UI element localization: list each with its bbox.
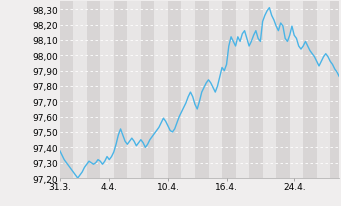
Bar bbox=[60, 2, 73, 178]
Bar bbox=[195, 2, 208, 178]
Bar bbox=[168, 2, 181, 178]
Bar bbox=[87, 2, 100, 178]
Bar bbox=[222, 2, 236, 178]
Bar bbox=[303, 2, 317, 178]
Bar bbox=[276, 2, 290, 178]
Bar bbox=[114, 2, 127, 178]
Bar bbox=[330, 2, 341, 178]
Bar bbox=[249, 2, 263, 178]
Bar bbox=[141, 2, 154, 178]
